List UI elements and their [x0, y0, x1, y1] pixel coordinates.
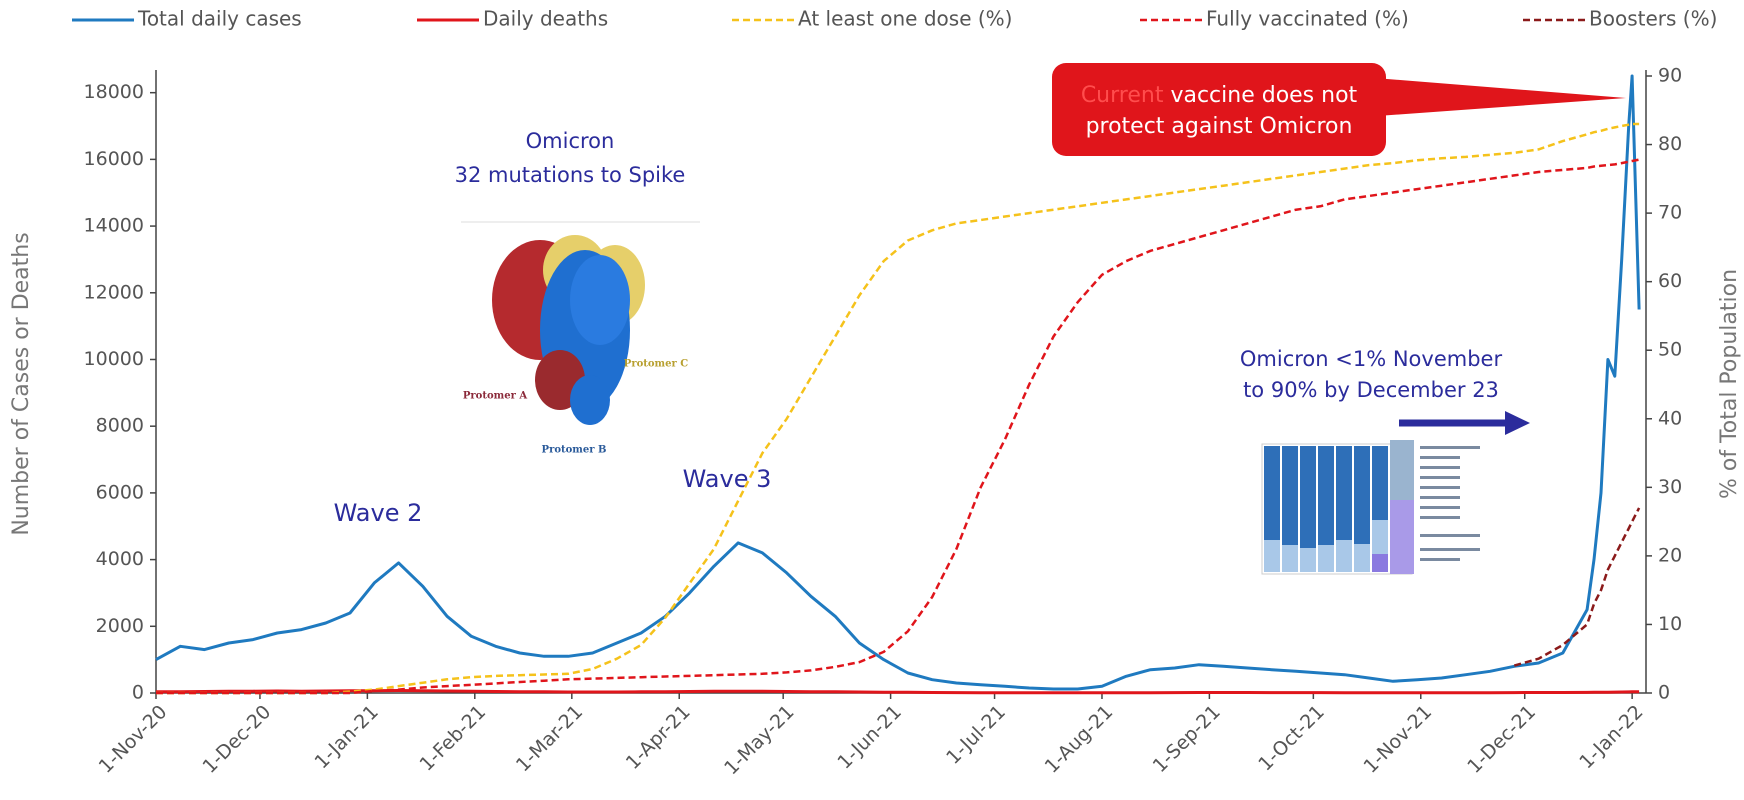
- series-line: [156, 158, 1640, 695]
- spread-arrow: [1399, 411, 1530, 435]
- x-tick-label: 1-Dec-20: [198, 701, 275, 778]
- protomer-a: Protomer A: [463, 391, 527, 402]
- callout-line1: Current vaccine does not: [1081, 83, 1358, 108]
- legend-item: At least one dose (%): [732, 7, 1012, 31]
- callout-text: vaccine does not: [1163, 83, 1357, 108]
- y2-tick-label: 40: [1658, 407, 1682, 429]
- y2-tick-label: 70: [1658, 202, 1682, 224]
- y-tick-label: 6000: [96, 481, 144, 503]
- y2-axis-title: % of Total Population: [1717, 269, 1742, 499]
- x-tick-label: 1-Jan-22: [1575, 701, 1647, 773]
- wave-3-label: Wave 3: [683, 465, 772, 493]
- y2-tick-label: 60: [1658, 270, 1682, 292]
- wave-2-label: Wave 2: [334, 499, 423, 527]
- y-tick-label: 14000: [84, 215, 144, 237]
- series-line: [155, 74, 1641, 691]
- omicron-subtitle: 32 mutations to Spike: [455, 163, 686, 187]
- legend-item: Total daily cases: [72, 7, 302, 31]
- x-tick-label: 1-Sep-21: [1149, 701, 1225, 777]
- x-tick-label: 1-Jan-21: [310, 701, 382, 773]
- x-tick-label: 1-Nov-21: [1359, 701, 1436, 778]
- legend-item: Boosters (%): [1523, 7, 1717, 31]
- y2-tick-label: 0: [1658, 682, 1670, 704]
- legend-label: Total daily cases: [137, 7, 302, 31]
- y2-tick-label: 30: [1658, 476, 1682, 498]
- legend-item: Daily deaths: [417, 7, 608, 31]
- y-tick-label: 2000: [96, 615, 144, 637]
- series-line: [1513, 507, 1641, 667]
- x-tick-label: 1-Jun-21: [833, 701, 906, 774]
- callout-box: [1052, 63, 1626, 156]
- x-tick-label: 1-Jul-21: [942, 701, 1010, 769]
- series-line: [156, 122, 1640, 695]
- x-tick-label: 1-Oct-21: [1254, 701, 1329, 776]
- y2-tick-label: 80: [1658, 133, 1682, 155]
- omicron-title: Omicron: [526, 129, 615, 153]
- protein-image: [461, 221, 700, 425]
- series-line: [155, 689, 1640, 695]
- y-axis-title: Number of Cases or Deaths: [9, 232, 34, 535]
- y-tick-label: 0: [132, 682, 144, 704]
- legend-item: Fully vaccinated (%): [1140, 7, 1409, 31]
- y2-tick-label: 10: [1658, 613, 1682, 635]
- legend-label: Daily deaths: [483, 7, 608, 31]
- legend-label: At least one dose (%): [798, 7, 1012, 31]
- y-tick-label: 16000: [84, 148, 144, 170]
- x-tick-label: 1-Mar-21: [512, 701, 587, 776]
- y2-tick-label: 50: [1658, 339, 1682, 361]
- x-tick-label: 1-Aug-21: [1041, 701, 1118, 778]
- protomer-b: Protomer B: [542, 445, 607, 456]
- y-tick-label: 8000: [96, 415, 144, 437]
- y2-tick-label: 90: [1658, 65, 1682, 87]
- x-tick-label: 1-Nov-20: [95, 701, 172, 778]
- callout-line2: protect against Omicron: [1086, 114, 1353, 139]
- spread-note-line1: Omicron <1% November: [1240, 347, 1503, 371]
- callout-highlight: Current: [1081, 83, 1164, 108]
- x-tick-label: 1-Apr-21: [622, 701, 695, 774]
- spread-note-line2: to 90% by December 23: [1243, 378, 1499, 402]
- y2-tick-label: 20: [1658, 544, 1682, 566]
- y-tick-label: 4000: [96, 548, 144, 570]
- legend-label: Boosters (%): [1589, 7, 1717, 31]
- variant-inset: [1261, 440, 1480, 575]
- x-tick-label: 1-May-21: [720, 701, 798, 779]
- x-tick-label: 1-Feb-21: [416, 701, 491, 776]
- y-tick-label: 10000: [84, 348, 144, 370]
- y-tick-label: 18000: [84, 81, 144, 103]
- x-tick-label: 1-Dec-21: [1463, 701, 1540, 778]
- protomer-c: Protomer C: [624, 359, 688, 370]
- legend-label: Fully vaccinated (%): [1206, 7, 1409, 31]
- y-tick-label: 12000: [84, 281, 144, 303]
